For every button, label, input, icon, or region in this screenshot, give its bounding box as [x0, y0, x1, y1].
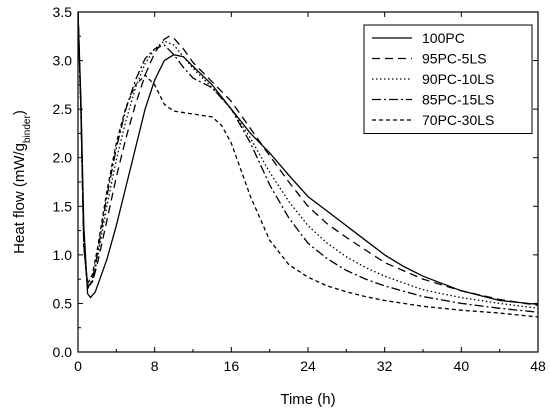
series-layer [78, 12, 538, 318]
y-tick-label: 2.0 [53, 150, 73, 166]
y-axis-title-main: Heat flow (mW/g [11, 143, 28, 254]
x-tick-label: 48 [530, 358, 546, 374]
x-tick-label: 0 [74, 358, 82, 374]
series-line-95pc-5ls [78, 12, 538, 307]
series-line-100pc [78, 12, 538, 306]
y-axis-title: Heat flow (mW/gbinder) [11, 110, 33, 254]
series-line-85pc-15ls [78, 12, 538, 313]
x-tick-label: 16 [224, 358, 240, 374]
legend-label: 95PC-5LS [422, 51, 487, 67]
y-tick-label: 3.5 [53, 4, 73, 20]
y-tick-label: 3.0 [53, 53, 73, 69]
y-axis-title-subscript: binder [22, 115, 33, 143]
legend-label: 100PC [422, 30, 465, 46]
x-tick-label: 40 [454, 358, 470, 374]
legend-label: 85PC-15LS [422, 92, 494, 108]
y-tick-label: 0.5 [53, 295, 73, 311]
y-axis-title-tail: ) [11, 110, 28, 115]
x-axis-title: Time (h) [280, 391, 335, 408]
y-tick-label: 0.0 [53, 344, 73, 360]
series-line-70pc-30ls [78, 12, 538, 318]
axes-layer: 0 8 16 24 32 40 48 0.0 0.5 1.0 1.5 2.0 2.5 3.0 3.5 [53, 4, 546, 374]
x-tick-label: 8 [151, 358, 159, 374]
y-tick-label: 1.5 [53, 198, 73, 214]
legend-label: 90PC-10LS [422, 71, 494, 87]
y-tick-label: 1.0 [53, 247, 73, 263]
x-tick-label: 32 [377, 358, 393, 374]
legend-label: 70PC-30LS [422, 112, 494, 128]
legend: 100PC 95PC-5LS 90PC-10LS 85PC-15LS 70PC-30LS [363, 24, 533, 134]
x-tick-label: 24 [300, 358, 316, 374]
y-tick-label: 2.5 [53, 101, 73, 117]
